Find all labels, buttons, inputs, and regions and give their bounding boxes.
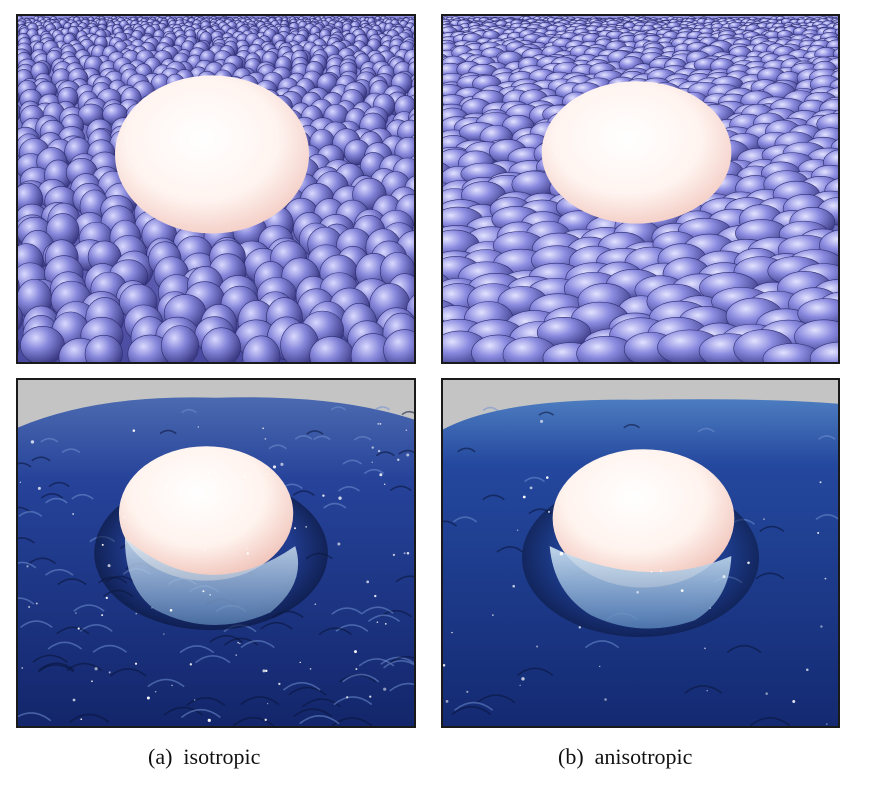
isotropic-surface-image <box>18 380 414 726</box>
obstacle-sphere <box>541 81 732 224</box>
obstacle-sphere <box>118 446 294 581</box>
fluid-film <box>549 546 732 629</box>
specular-highlights <box>443 419 828 725</box>
isotropic-surface-render <box>16 378 416 728</box>
caption-anisotropic: (b) anisotropic <box>558 744 693 769</box>
obstacle-sphere <box>552 449 735 588</box>
specular-highlights <box>19 422 410 722</box>
obstacle-sphere <box>115 75 310 234</box>
fluid-film <box>124 538 299 625</box>
isotropic-particles-image <box>18 16 414 362</box>
anisotropic-surface-image <box>443 380 838 726</box>
anisotropic-surface-render <box>441 378 840 728</box>
anisotropic-particles-image <box>443 16 838 362</box>
caption-isotropic: (a) isotropic <box>148 744 261 769</box>
isotropic-particles-render <box>16 14 416 364</box>
anisotropic-particles-render <box>441 14 840 364</box>
